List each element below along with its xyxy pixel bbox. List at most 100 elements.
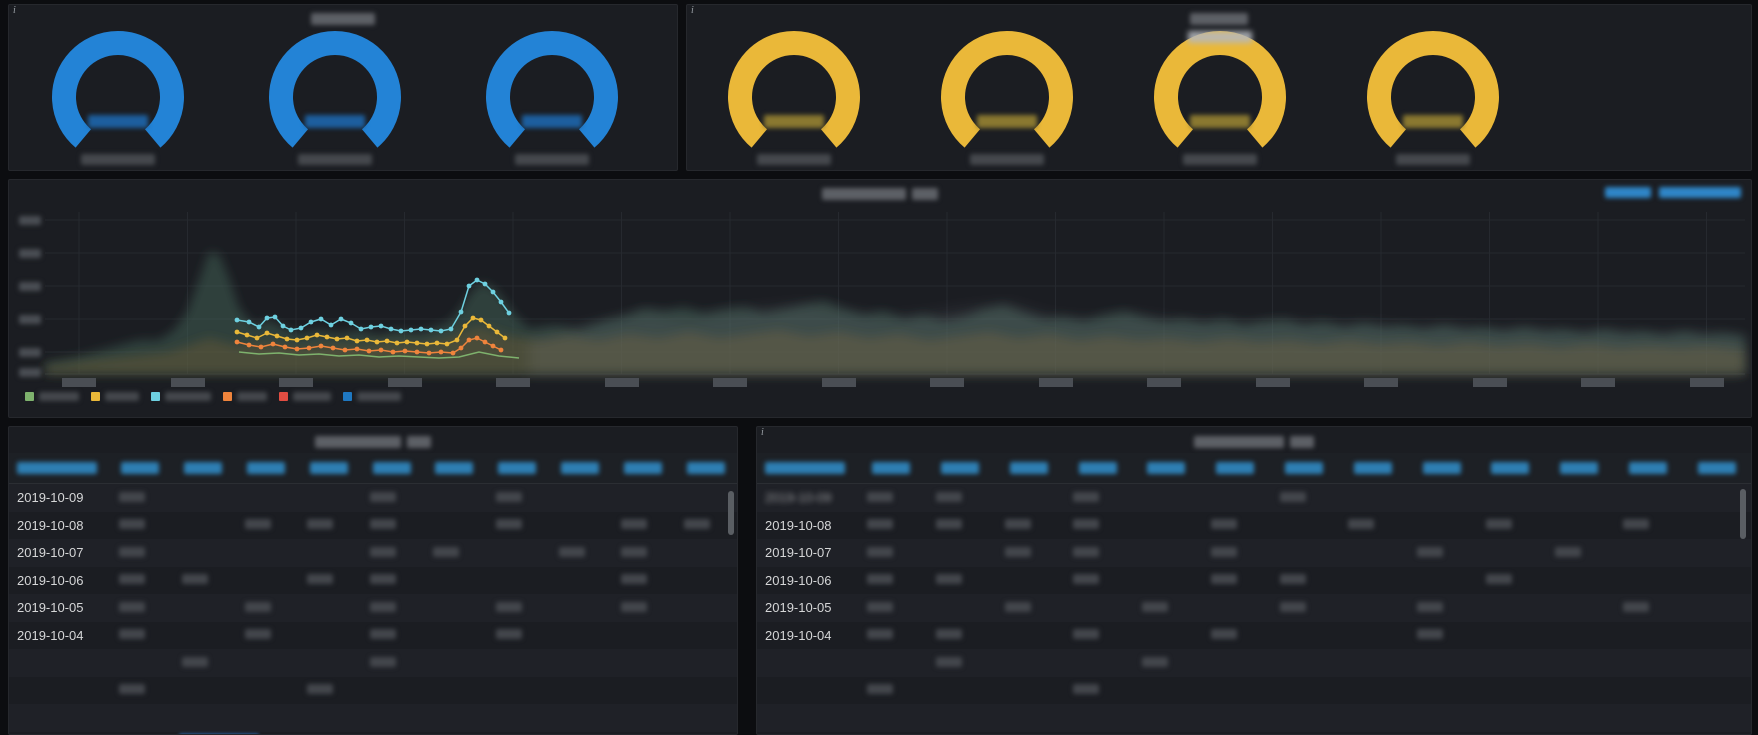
column-header[interactable]	[235, 462, 298, 474]
column-header[interactable]	[423, 462, 486, 474]
legend-item[interactable]	[343, 392, 401, 401]
info-icon[interactable]: i	[691, 5, 694, 16]
background-area-gray	[529, 304, 1745, 374]
column-header[interactable]	[1201, 462, 1270, 474]
column-header[interactable]	[1682, 462, 1751, 474]
x-tick-label-redacted	[279, 378, 313, 387]
column-header-redacted	[1697, 462, 1736, 474]
table-cell	[360, 599, 423, 617]
table-row: 2019-10-09	[757, 484, 1751, 512]
table-row	[757, 704, 1751, 732]
legend-item[interactable]	[25, 392, 79, 401]
cell-value-redacted	[1073, 519, 1100, 530]
table-cell	[926, 516, 995, 534]
column-header[interactable]	[857, 462, 926, 474]
table-title-redacted	[1194, 436, 1284, 448]
gauge-note-redacted	[1187, 31, 1252, 43]
y-tick-label-redacted	[19, 315, 41, 324]
gauge	[687, 31, 900, 170]
column-header[interactable]	[1338, 462, 1407, 474]
panel-title	[9, 11, 677, 27]
cell-value-redacted	[495, 491, 522, 502]
column-header[interactable]	[297, 462, 360, 474]
y-tick-label-redacted	[19, 368, 41, 377]
gauge	[1113, 31, 1326, 170]
table-cell	[360, 626, 423, 644]
column-header[interactable]	[995, 462, 1064, 474]
column-header-redacted	[1422, 462, 1461, 474]
info-icon[interactable]: i	[761, 427, 764, 438]
cell-value-redacted	[244, 519, 271, 530]
table-cell	[926, 489, 995, 507]
column-header-redacted	[498, 462, 537, 474]
column-header[interactable]	[486, 462, 549, 474]
cell-value-redacted	[1348, 519, 1375, 530]
table-title	[9, 427, 737, 453]
cell-value-redacted	[370, 574, 397, 585]
column-header[interactable]	[1270, 462, 1339, 474]
table-cell	[1201, 544, 1270, 562]
cell-value-redacted	[1485, 574, 1512, 585]
legend-item[interactable]	[91, 392, 139, 401]
column-header-redacted	[941, 462, 980, 474]
table-cell	[857, 489, 926, 507]
date-cell: 2019-10-05	[17, 600, 84, 616]
column-header[interactable]	[1476, 462, 1545, 474]
column-header[interactable]	[549, 462, 612, 474]
graph-link-redacted[interactable]	[1605, 187, 1651, 198]
column-header[interactable]	[360, 462, 423, 474]
column-header[interactable]	[757, 462, 857, 474]
table-cell	[611, 516, 674, 534]
cell-value-redacted	[867, 491, 893, 502]
legend-item[interactable]	[223, 392, 267, 401]
column-header[interactable]	[926, 462, 995, 474]
legend-item[interactable]	[151, 392, 211, 401]
table-cell	[1407, 599, 1476, 617]
column-header[interactable]	[674, 462, 737, 474]
column-header[interactable]	[1545, 462, 1614, 474]
table-title-redacted	[407, 436, 431, 448]
table-cell	[857, 516, 926, 534]
cell-value-redacted	[181, 656, 208, 667]
cell-value-redacted	[370, 629, 397, 640]
table-cell	[109, 681, 172, 699]
table-cell	[1613, 516, 1682, 534]
legend-label-redacted	[165, 392, 211, 401]
cell-value-redacted	[1210, 574, 1237, 585]
column-header[interactable]	[1132, 462, 1201, 474]
scrollbar[interactable]	[728, 491, 734, 535]
table-cell	[1063, 571, 1132, 589]
column-header[interactable]	[1613, 462, 1682, 474]
x-tick-label-redacted	[604, 378, 639, 387]
graph-link-redacted[interactable]	[1659, 187, 1741, 198]
table-cell	[169, 733, 259, 734]
gauge-label-redacted	[1395, 154, 1470, 165]
table-row: 2019-10-04	[9, 622, 737, 650]
table-row: 2019-10-08	[9, 512, 737, 540]
panel-table-right: i 2019-10-09 2019-10-08 2019-10-07 2019-10-…	[756, 426, 1752, 735]
scrollbar[interactable]	[1740, 489, 1746, 539]
column-header[interactable]	[1063, 462, 1132, 474]
gauge-value-redacted	[304, 115, 365, 128]
legend-color-swatch	[223, 392, 232, 401]
info-icon[interactable]: i	[13, 5, 16, 16]
gauge-value-redacted	[521, 115, 582, 128]
table-row	[9, 704, 737, 732]
column-header-redacted	[1009, 462, 1048, 474]
column-header[interactable]	[9, 462, 109, 474]
column-header[interactable]	[172, 462, 235, 474]
column-header[interactable]	[1407, 462, 1476, 474]
column-header[interactable]	[611, 462, 674, 474]
table-row	[757, 677, 1751, 705]
cell-value-redacted	[1210, 629, 1237, 640]
cell-value-redacted	[1417, 629, 1444, 640]
table-cell	[1201, 516, 1270, 534]
table-cell	[109, 599, 172, 617]
x-tick-label-redacted	[1255, 378, 1290, 387]
column-header[interactable]	[109, 462, 172, 474]
cell-value-redacted	[1623, 519, 1650, 530]
series-green	[238, 351, 520, 359]
cell-value-redacted	[119, 601, 145, 612]
cell-value-redacted	[867, 574, 893, 585]
legend-item[interactable]	[279, 392, 331, 401]
